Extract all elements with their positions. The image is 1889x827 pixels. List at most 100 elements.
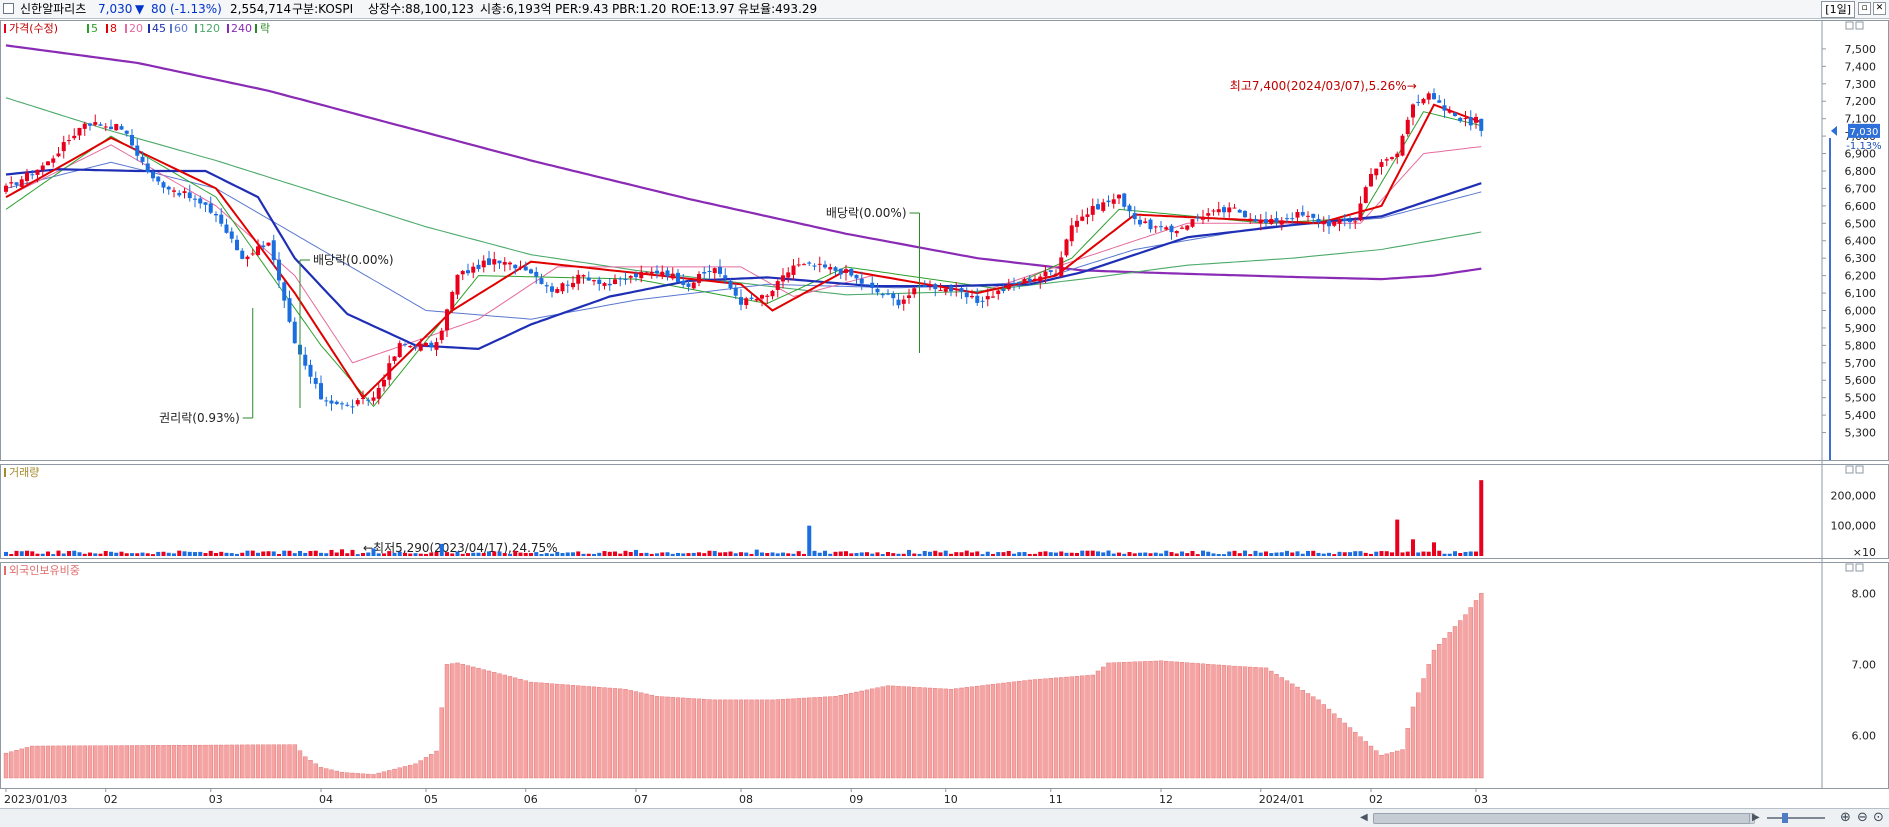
period-selector[interactable]: [1일] [1821,1,1855,18]
candle [1169,225,1174,233]
volume-bar [1253,550,1258,556]
candle [1054,273,1058,275]
volume-bar [214,553,218,556]
volume-bar [303,552,308,556]
panel-close-button [1855,21,1864,30]
candle [812,265,817,267]
candle [455,274,460,295]
volume-bar [938,552,943,556]
foreign-ratio-bar [770,699,775,779]
candle [1075,220,1079,227]
foreign-ratio-bar [1143,661,1148,779]
volume-bar [1316,552,1321,556]
candle [896,299,901,306]
volume-bar [523,552,528,556]
candle [954,288,959,290]
ma45-line [5,168,1482,351]
candle [1038,276,1043,282]
volume-bar [592,553,596,556]
price-tick-label: 5,300 [1845,427,1877,440]
foreign-ratio-bar [859,690,864,779]
zoom-handle[interactable] [1782,813,1788,823]
price-tick-label: 5,600 [1845,374,1877,387]
volume-bar [413,553,418,556]
candle [529,269,533,274]
volume-bar [177,550,182,556]
candle [655,270,659,274]
scroll-left-icon[interactable]: ◀ [1360,812,1368,823]
foreign-ratio-bar [922,687,927,779]
foreign-ratio-bar [775,699,780,779]
scroll-thumb[interactable] [1373,813,1750,824]
stock-checkbox[interactable] [3,3,14,14]
foreign-ratio-bar [1358,736,1363,779]
foreign-ratio-bar [471,666,476,779]
zoom-out-icon[interactable]: ⊖ [1857,810,1868,825]
foreign-ratio-bar [1190,662,1195,779]
foreign-ratio-bar [502,674,507,779]
stock-chart[interactable]: 5,300 5,400 5,500 5,600 5,700 5,800 5,900 6,000… [0,18,1889,808]
foreign-ratio-bar [702,699,707,779]
zoom-reset-icon[interactable]: ⊙ [1873,810,1884,825]
foreign-ratio-bar [744,699,749,779]
candle [1153,226,1158,228]
foreign-ratio-bar [3,752,9,779]
foreign-ratio-bar [975,685,980,779]
foreign-ratio-bar [969,686,975,779]
volume-bar [266,551,271,556]
candle [770,290,775,297]
candle [1059,257,1064,277]
volume-bar [1405,551,1410,556]
candle [208,203,213,213]
candle [686,283,691,287]
foreign-ratio-bar [812,697,817,779]
volume-bar [1327,552,1331,556]
foreign-ratio-bar [1258,667,1263,779]
foreign-ratio-bar [497,673,502,779]
zoom-slider[interactable] [1767,817,1825,819]
foreign-ratio-bar [791,698,796,779]
candle [292,321,297,344]
candle [592,280,596,282]
volume-bar [655,553,659,556]
candle [870,282,875,288]
foreign-ratio-bar [885,685,891,779]
foreign-ratio-bar [439,707,444,779]
volume-bar [376,553,381,556]
candle [996,290,1001,295]
price-tick-label: 6,300 [1845,252,1877,265]
foreign-ratio-bar [513,677,518,779]
foreign-ratio-bar [549,683,555,779]
foreign-ratio-bar [1127,661,1132,779]
volume-bar [261,551,266,556]
volume-bar [943,550,948,556]
volume-bar [1243,550,1247,556]
volume-bar [455,551,460,556]
candle [434,342,439,350]
volume-bar [487,551,491,556]
candle [466,270,470,274]
volume-bar [151,554,155,556]
x-tick-label: 11 [1049,793,1063,806]
volume-bar [1164,550,1169,556]
foreign-tick-label: 6.00 [1852,729,1877,742]
candle [103,126,108,128]
foreign-ratio-bar [423,757,429,779]
price-tick-label: 7,500 [1845,43,1877,56]
volume-bar [712,550,717,556]
foreign-ratio-bar [166,745,171,779]
foreign-ratio-bar [1006,682,1011,779]
zoom-in-icon[interactable]: ⊕ [1840,810,1851,825]
restore-button[interactable]: ▫ [1858,2,1871,15]
volume-bar [387,551,392,556]
foreign-ratio-bar [828,696,833,779]
close-button[interactable]: ✕ [1873,2,1886,15]
scroll-right-icon[interactable]: ▶ [1752,812,1760,823]
candle [1379,162,1384,167]
candle [1096,204,1100,210]
foreign-ratio-bar [1043,678,1048,779]
candle [718,266,722,274]
candle [1211,210,1216,212]
volume-bar [1342,552,1347,556]
candle [1064,239,1069,256]
